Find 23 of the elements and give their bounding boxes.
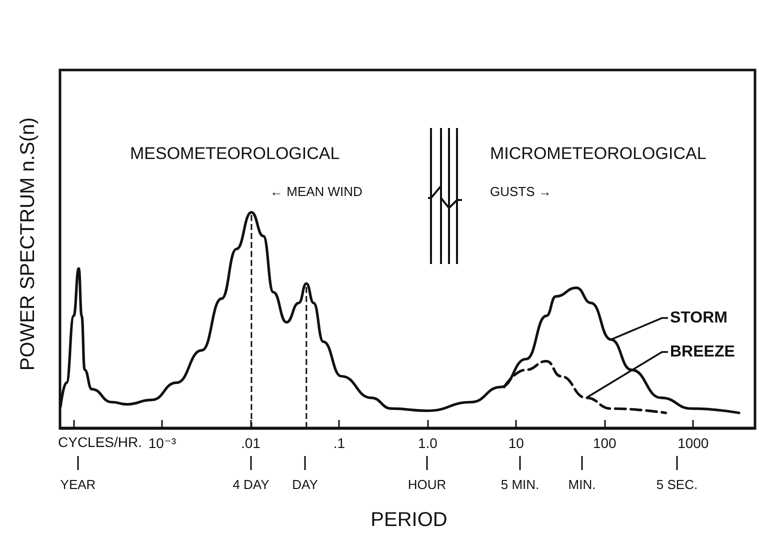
text: ← MEAN WIND — [270, 184, 362, 199]
text: MICROMETEOROLOGICAL — [490, 144, 706, 163]
x-tick-label: .1 — [333, 435, 346, 451]
text: DAY — [292, 477, 318, 492]
x-axis-title: CYCLES/HR. — [58, 434, 142, 450]
text: PERIOD — [370, 509, 448, 531]
x-tick-label: .01 — [240, 435, 261, 451]
text: 4 DAY — [232, 477, 270, 492]
x-tick-label: 1.0 — [418, 435, 438, 451]
text: 5 SEC. — [656, 477, 698, 492]
text: GUSTS → — [490, 184, 552, 199]
y-axis-title: POWER SPECTRUM n.S(n) — [17, 117, 39, 371]
text: MIN. — [568, 477, 596, 492]
text: 5 MIN. — [500, 477, 540, 492]
x-tick-label: 10 — [508, 435, 524, 451]
x-tick-label: 1000 — [678, 435, 709, 451]
text: HOUR — [408, 477, 446, 492]
text: MESOMETEOROLOGICAL — [130, 144, 340, 163]
text: BREEZE — [670, 344, 736, 360]
x-tick-label: 10⁻³ — [148, 435, 176, 451]
legend-label: STORM — [670, 310, 728, 326]
text: YEAR — [60, 477, 96, 492]
x-tick-label: 100 — [592, 435, 617, 451]
